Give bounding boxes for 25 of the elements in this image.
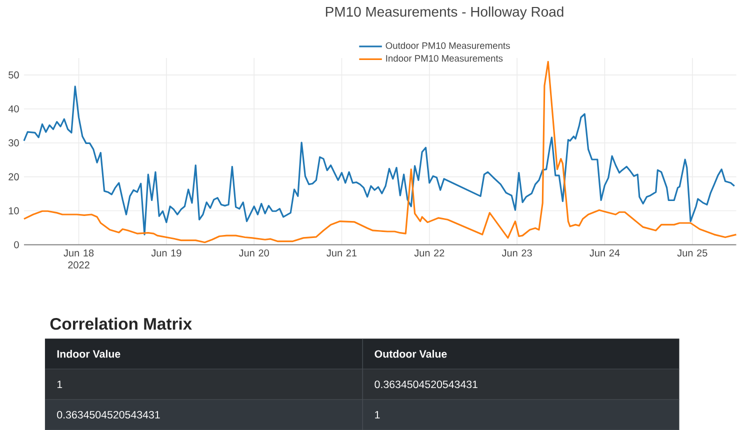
x-tick-label: Jun 23 bbox=[502, 249, 532, 256]
y-tick-label: 30 bbox=[8, 139, 19, 146]
x-tick-label: Jun 22 bbox=[414, 249, 444, 256]
text: Indoor Value bbox=[57, 350, 120, 358]
line-series bbox=[23, 86, 736, 236]
text: Outdoor Value bbox=[374, 350, 447, 358]
legend-label: Indoor PM10 Measurements bbox=[386, 54, 503, 62]
y-tick-label: 10 bbox=[8, 207, 19, 214]
x-tick-label: Jun 19 bbox=[151, 249, 182, 256]
text: 1 bbox=[375, 410, 380, 418]
y-tick-label: 50 bbox=[8, 71, 19, 78]
x-tick-label: Jun 21 bbox=[326, 249, 357, 256]
y-tick-label: 40 bbox=[8, 105, 19, 112]
y-tick-label: 20 bbox=[8, 173, 19, 180]
x-tick-label: Jun 24 bbox=[590, 249, 620, 256]
y-tick-label: 0 bbox=[14, 241, 19, 248]
text: 0.3634504520543431 bbox=[374, 380, 478, 388]
legend-label: Outdoor PM10 Measurements bbox=[386, 42, 510, 49]
text: 1 bbox=[57, 380, 62, 388]
x-tick-label: Jun 25 bbox=[677, 249, 708, 256]
x-tick-label: Jun 20 bbox=[238, 249, 269, 256]
text: Correlation Matrix bbox=[50, 317, 192, 330]
x-tick-label: Jun 18 2022 bbox=[64, 249, 94, 268]
text: 0.3634504520543431 bbox=[57, 410, 160, 418]
chart-title: PM10 Measurements - Holloway Road bbox=[326, 6, 564, 20]
